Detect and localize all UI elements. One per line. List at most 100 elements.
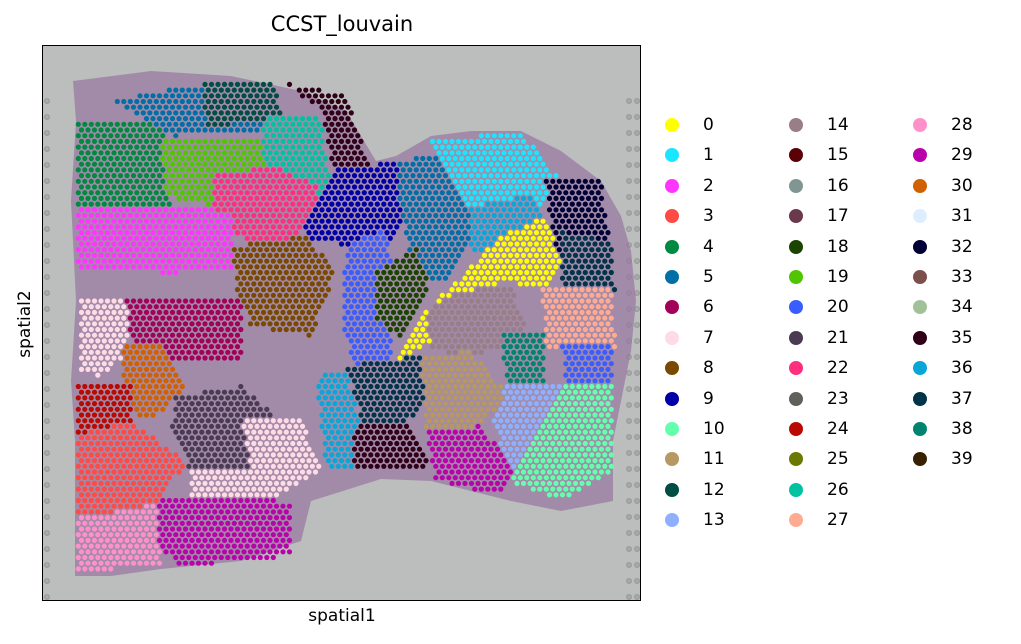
spot-cluster-30 (134, 406, 140, 412)
spot-cluster-1 (501, 173, 507, 179)
spot-cluster-6 (228, 344, 234, 350)
spot-cluster-11 (429, 366, 436, 372)
spot-cluster-6 (202, 344, 208, 350)
spot-cluster-26 (309, 178, 315, 184)
spot-cluster-7 (290, 429, 296, 435)
spot-cluster-3 (166, 463, 172, 469)
spot-cluster-4 (147, 144, 153, 150)
spot-cluster-6 (179, 338, 185, 344)
spot-cluster-28 (124, 526, 130, 532)
spot-cluster-36 (316, 383, 322, 390)
spot-cluster-18 (410, 264, 416, 270)
spot-cluster-30 (166, 361, 172, 367)
spot-cluster-10 (602, 395, 608, 401)
spot-cluster-0 (527, 230, 533, 236)
spot-cluster-21 (221, 446, 228, 452)
spot-cluster-10 (576, 486, 582, 492)
spot-cluster-18 (400, 258, 406, 264)
spot-cluster-4 (147, 121, 153, 127)
spot-cluster-22 (260, 184, 267, 190)
spot-cluster-29 (260, 526, 267, 532)
spot-cluster-7 (277, 452, 283, 458)
spot-cluster-35 (387, 452, 393, 458)
spot-cluster-4 (124, 150, 130, 156)
spot-cluster-6 (199, 349, 205, 355)
spot-cluster-29 (485, 475, 491, 481)
spot-cluster-5 (403, 161, 410, 167)
spot-cluster-1 (478, 201, 484, 207)
spot-cluster-28 (82, 532, 88, 538)
spot-cluster-37 (374, 383, 380, 390)
spot-cluster-14 (488, 309, 494, 315)
spot-cluster-36 (345, 458, 351, 464)
spot-cluster-19 (199, 167, 205, 173)
spot-cluster-5 (202, 127, 208, 133)
spot-cluster-5 (439, 224, 445, 230)
spot-cluster-9 (371, 173, 377, 179)
spot-cluster-7 (108, 349, 114, 355)
spot-cluster-24 (85, 389, 91, 395)
spot-cluster-2 (173, 224, 179, 230)
spot-cluster-7 (299, 435, 306, 441)
spot-cluster-29 (257, 532, 263, 538)
spot-cluster-18 (394, 258, 400, 264)
spot-cluster-20 (602, 361, 608, 367)
spot-cluster-29 (247, 526, 254, 532)
spot-cluster-27 (559, 332, 566, 338)
spot-cluster-36 (319, 389, 325, 395)
spot-cluster-20 (368, 315, 374, 321)
spot-cluster-36 (335, 406, 341, 412)
spot-cluster-29 (475, 435, 481, 441)
spot-cluster-27 (598, 332, 605, 338)
spot-cluster-6 (205, 315, 211, 321)
spot-cluster-9 (364, 207, 371, 213)
spot-cluster-6 (176, 321, 182, 327)
spot-cluster-5 (195, 104, 202, 110)
spot-cluster-29 (202, 549, 208, 555)
spot-cluster-1 (455, 184, 462, 190)
spot-cluster-24 (78, 389, 85, 395)
spot-cluster-2 (192, 247, 198, 253)
spot-cluster-35 (410, 446, 416, 452)
spot-cluster-20 (361, 338, 367, 344)
spot-cluster-5 (416, 161, 423, 167)
fiducial-dot (44, 530, 50, 536)
spot-cluster-30 (166, 383, 172, 390)
spot-cluster-37 (563, 258, 569, 264)
fiducial-dot (626, 482, 632, 488)
spot-cluster-9 (329, 190, 335, 196)
spot-cluster-0 (491, 269, 497, 276)
spot-cluster-36 (335, 452, 341, 458)
spot-cluster-14 (455, 332, 462, 338)
spot-cluster-18 (416, 298, 423, 304)
spot-cluster-4 (95, 144, 101, 150)
spot-cluster-22 (234, 218, 241, 224)
spot-cluster-2 (98, 252, 104, 258)
spot-cluster-3 (130, 469, 137, 475)
spot-cluster-19 (254, 161, 260, 167)
spot-cluster-26 (312, 150, 319, 156)
spot-cluster-5 (426, 212, 432, 219)
spot-cluster-7 (111, 355, 117, 361)
spot-cluster-21 (182, 435, 189, 441)
spot-cluster-30 (169, 389, 176, 395)
spot-cluster-2 (215, 218, 221, 224)
spot-cluster-8 (286, 321, 293, 327)
spot-cluster-3 (121, 463, 127, 469)
fiducial-dot (634, 146, 640, 152)
spot-cluster-30 (166, 395, 172, 401)
spot-cluster-24 (78, 412, 85, 418)
spot-cluster-36 (325, 389, 332, 395)
spot-cluster-3 (156, 492, 163, 498)
spot-cluster-5 (455, 195, 462, 201)
spot-cluster-21 (186, 418, 192, 424)
spot-cluster-37 (582, 235, 588, 241)
spot-cluster-0 (540, 218, 546, 224)
spot-cluster-3 (153, 475, 159, 481)
spot-cluster-6 (127, 315, 133, 321)
spot-cluster-9 (394, 212, 400, 219)
spot-cluster-19 (228, 150, 234, 156)
spot-cluster-11 (429, 355, 436, 361)
spot-cluster-24 (108, 383, 114, 390)
spot-cluster-32 (579, 207, 585, 213)
